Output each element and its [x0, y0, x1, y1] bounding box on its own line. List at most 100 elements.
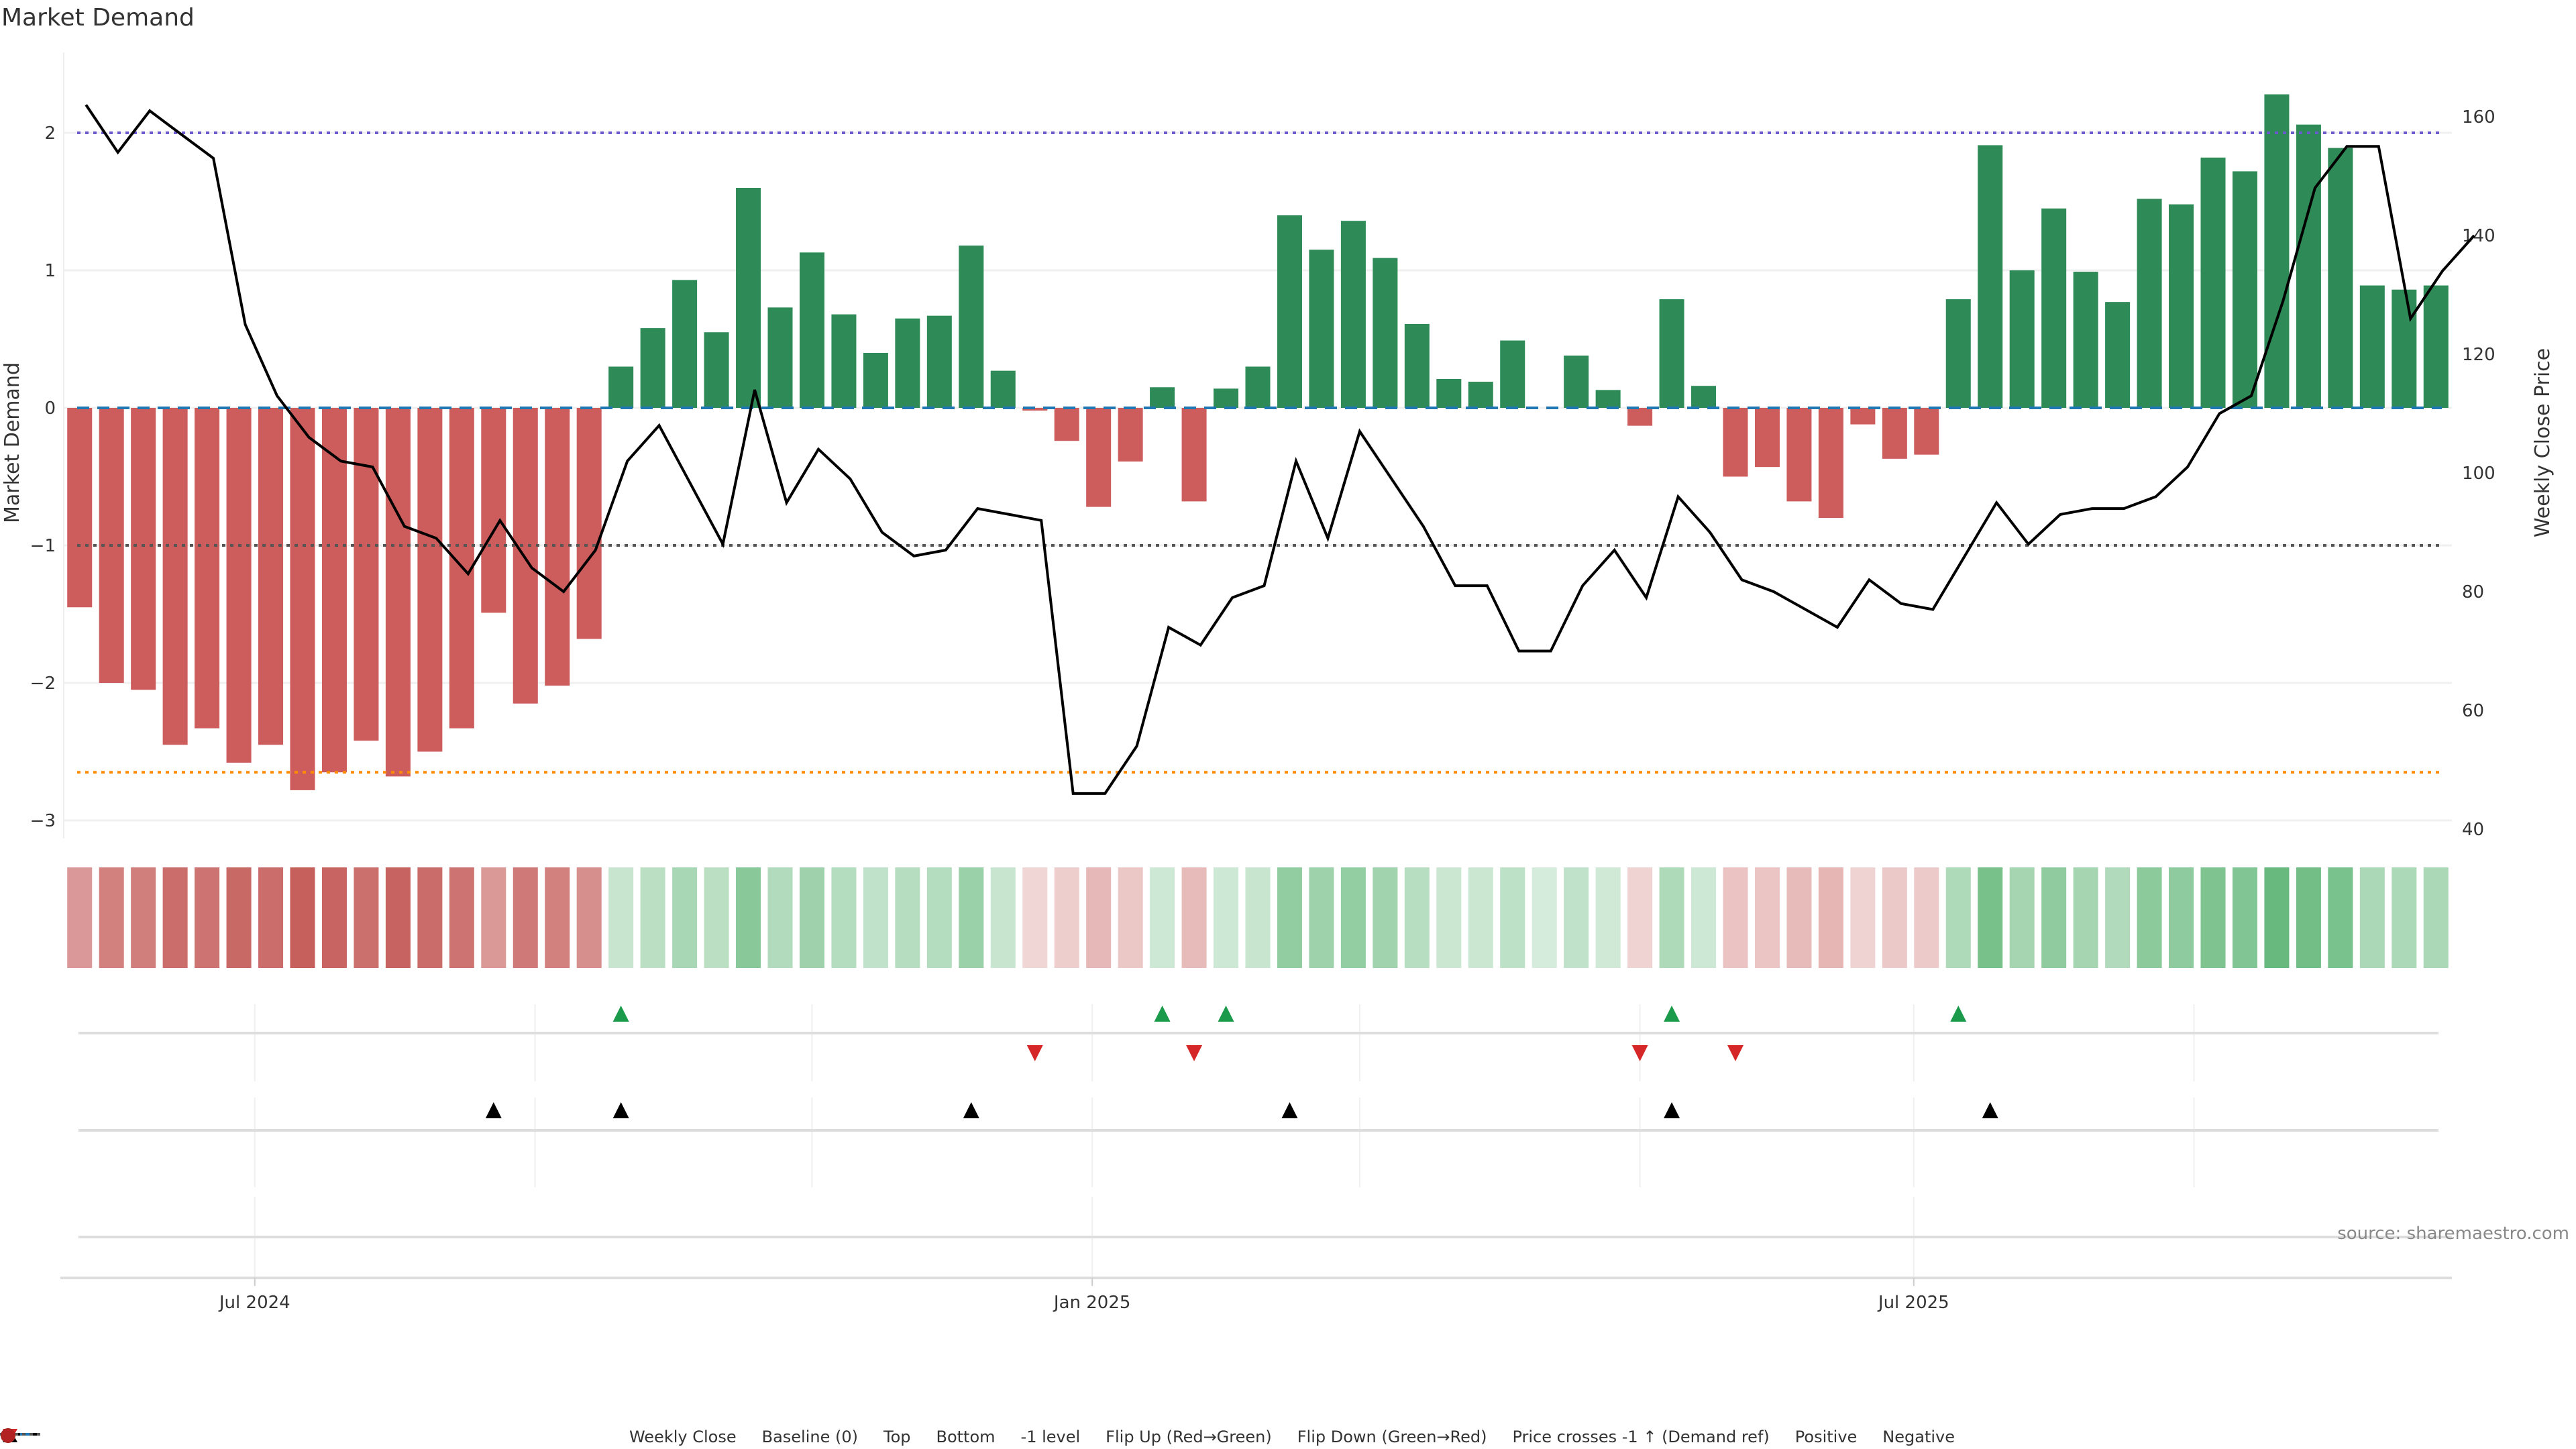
heat-strip-cell	[162, 867, 188, 968]
flip-up-marker	[1950, 1006, 1967, 1022]
demand-bar	[1754, 408, 1780, 468]
heat-strip-cell	[2200, 867, 2226, 968]
legend-label: Bottom	[936, 1428, 996, 1446]
heat-strip-cell	[2264, 867, 2290, 968]
price-cross-marker	[1664, 1102, 1680, 1118]
heat-strip-cell	[1022, 867, 1048, 968]
demand-bar	[1850, 408, 1876, 425]
flip-down-marker	[1631, 1045, 1648, 1061]
heat-strip-cell	[1723, 867, 1748, 968]
heat-strip-cell	[1627, 867, 1653, 968]
demand-bar	[481, 408, 506, 613]
x-tick-label: Jul 2024	[218, 1293, 290, 1313]
demand-bar	[2200, 157, 2226, 408]
demand-bar	[1564, 356, 1589, 408]
heat-strip-cell	[1882, 867, 1907, 968]
demand-bar	[385, 408, 411, 777]
demand-bar	[1595, 390, 1621, 408]
heat-strip-cell	[2296, 867, 2321, 968]
heat-strip-cell	[1564, 867, 1589, 968]
demand-bar	[545, 408, 570, 686]
y-tick-label: −2	[30, 674, 56, 694]
heat-strip-cell	[1340, 867, 1366, 968]
demand-bar	[1691, 386, 1717, 408]
source-note: source: sharemaestro.com	[2337, 1224, 2569, 1244]
heat-strip-cell	[1181, 867, 1207, 968]
price-cross-marker	[612, 1102, 629, 1118]
heat-strip-cell	[1945, 867, 1971, 968]
legend-item-bottom: Bottom	[0, 1428, 996, 1446]
demand-bar	[226, 408, 252, 763]
heat-strip-cell	[131, 867, 156, 968]
heat-strip-cell	[1214, 867, 1239, 968]
demand-bar	[1086, 408, 1112, 507]
legend-item-positive: Positive	[1, 1428, 1858, 1446]
price-cross-marker	[1281, 1102, 1298, 1118]
heat-strip-cell	[959, 867, 984, 968]
demand-bar	[2296, 124, 2321, 408]
heat-strip-cell	[1978, 867, 2003, 968]
heat-strip-cell	[385, 867, 411, 968]
demand-bar	[736, 188, 761, 408]
y-tick-label: −1	[30, 536, 56, 556]
flip-down-marker	[1186, 1045, 1203, 1061]
heat-strip-cell	[1786, 867, 1812, 968]
heat-strip-cell	[1595, 867, 1621, 968]
demand-bar	[1277, 215, 1302, 408]
heat-strip-cell	[1818, 867, 1843, 968]
heat-strip-cell	[1086, 867, 1112, 968]
y-tick-label: 2	[44, 123, 56, 144]
demand-bar	[162, 408, 188, 745]
legend-label: Positive	[1794, 1428, 1858, 1446]
legend-item-flip-down: Flip Down (Green→Red)	[3, 1428, 1487, 1446]
heat-strip-cell	[1150, 867, 1175, 968]
demand-bar	[831, 314, 857, 408]
legend-label: -1 level	[1020, 1428, 1081, 1446]
demand-bar	[195, 408, 220, 729]
heat-strip-cell	[2105, 867, 2131, 968]
heat-strip-cell	[258, 867, 284, 968]
demand-bar	[1659, 299, 1684, 408]
demand-bar	[990, 370, 1016, 408]
flip-up-marker	[1218, 1006, 1234, 1022]
legend-item-top: Top	[0, 1428, 911, 1446]
y2-tick-label: 60	[2462, 701, 2484, 721]
legend-label: Flip Up (Red→Green)	[1106, 1428, 1272, 1446]
demand-bar	[1309, 250, 1334, 408]
demand-bar	[1723, 408, 1748, 477]
heat-strip-cell	[863, 867, 888, 968]
y2-tick-label: 100	[2462, 464, 2496, 484]
heat-strip-cell	[2359, 867, 2385, 968]
heat-strip-cell	[1436, 867, 1462, 968]
demand-bar	[959, 246, 984, 408]
heat-strip-cell	[2009, 867, 2035, 968]
demand-bar	[640, 328, 665, 408]
heat-strip-cell	[767, 867, 793, 968]
demand-bar	[1022, 408, 1048, 411]
demand-bar	[767, 307, 793, 408]
demand-bar	[2009, 270, 2035, 408]
y-axis-label: Market Demand	[1, 362, 24, 523]
y-tick-label: 1	[44, 261, 56, 281]
demand-bar	[863, 353, 888, 408]
flip-down-marker	[1727, 1045, 1743, 1061]
legend-label: Top	[883, 1428, 911, 1446]
heat-strip-cell	[1277, 867, 1302, 968]
demand-bar	[1245, 366, 1271, 408]
heat-strip-cell	[704, 867, 729, 968]
demand-bar	[2041, 208, 2067, 408]
heat-strip-cell	[799, 867, 824, 968]
heat-strip-cell	[1754, 867, 1780, 968]
demand-bar	[2105, 302, 2131, 408]
heat-strip-cell	[2169, 867, 2194, 968]
weekly-close-line	[85, 104, 2475, 795]
demand-bar	[672, 280, 698, 408]
demand-bar	[1500, 340, 1525, 408]
legend-label: Price crosses -1 ↑ (Demand ref)	[1512, 1428, 1770, 1446]
demand-bar	[1627, 408, 1653, 426]
heat-strip-cell	[1054, 867, 1079, 968]
demand-bar	[1436, 378, 1462, 408]
price-cross-marker	[963, 1102, 979, 1118]
heat-strip-cell	[1309, 867, 1334, 968]
